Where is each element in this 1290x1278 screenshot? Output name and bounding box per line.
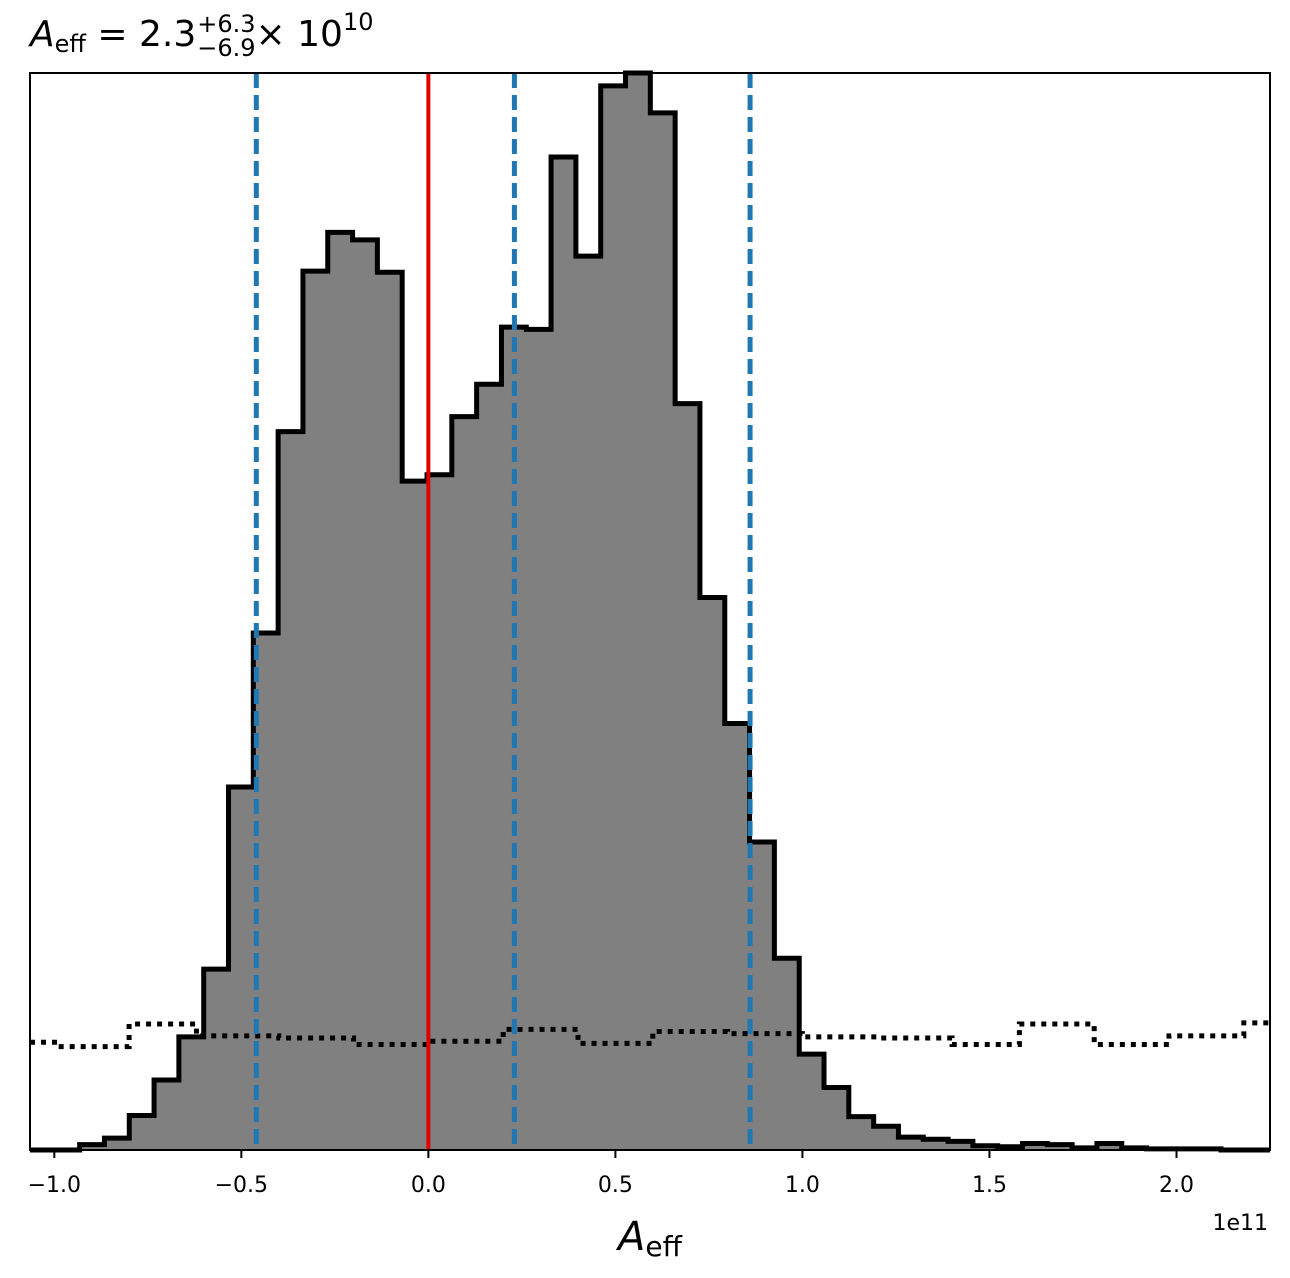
chart-title: Aeff = 2.3 +6.3 −6.9 × 1010 xyxy=(30,8,374,60)
histogram-bar xyxy=(129,1115,155,1150)
histogram-bar xyxy=(526,329,552,1150)
title-times: × 10 xyxy=(255,14,343,55)
title-symbol-sub: eff xyxy=(54,30,86,58)
histogram-bar xyxy=(848,1116,875,1150)
histogram-bar xyxy=(203,969,230,1150)
histogram-bar xyxy=(724,723,751,1150)
x-tick-label: 1.5 xyxy=(972,1173,1007,1198)
histogram-bar xyxy=(675,403,701,1150)
histogram-bar xyxy=(873,1126,899,1150)
histogram-bar xyxy=(228,787,254,1150)
x-axis-label-symbol: A xyxy=(615,1214,645,1260)
histogram-bar xyxy=(402,481,428,1151)
histogram-bar xyxy=(302,271,329,1151)
histogram-bar xyxy=(352,239,378,1150)
histogram-bar xyxy=(799,1054,825,1150)
title-value: = 2.3 xyxy=(97,14,197,55)
histogram-bar xyxy=(154,1079,180,1150)
histogram-bar xyxy=(327,232,354,1150)
x-axis-label: Aeff xyxy=(615,1214,683,1263)
histogram-bar xyxy=(451,416,478,1150)
x-tick-label: 0.5 xyxy=(598,1173,633,1198)
x-tick-label: −0.5 xyxy=(215,1173,268,1198)
histogram-bar xyxy=(625,73,651,1150)
histogram-bar xyxy=(1096,1143,1123,1150)
histogram-bar xyxy=(923,1139,949,1150)
prior-outline xyxy=(30,1020,1270,1050)
histogram-bar xyxy=(749,841,775,1150)
x-tick-label: −1.0 xyxy=(28,1173,81,1198)
title-lower-error: −6.9 xyxy=(197,34,256,62)
histogram-bar xyxy=(650,112,676,1150)
histogram-bar xyxy=(600,85,626,1151)
histogram-bar xyxy=(699,597,726,1150)
histogram-bar xyxy=(278,431,304,1150)
histogram-bar xyxy=(476,384,502,1150)
histogram-bar xyxy=(427,474,453,1150)
plot-frame xyxy=(29,72,1271,1151)
histogram-bar xyxy=(377,272,403,1150)
title-symbol: A xyxy=(30,14,55,55)
histogram-bar xyxy=(898,1137,924,1150)
histogram-bar xyxy=(948,1141,974,1150)
histogram-bar xyxy=(575,256,602,1151)
histogram-bar xyxy=(774,958,800,1150)
histogram-bar xyxy=(178,1036,205,1150)
histogram-bar xyxy=(79,1144,105,1150)
histogram-bar xyxy=(1047,1144,1073,1150)
x-tick-label: 2.0 xyxy=(1159,1173,1194,1198)
title-exponent: 10 xyxy=(342,8,374,36)
x-tick-label: 1.0 xyxy=(785,1173,820,1198)
x-axis-label-sub: eff xyxy=(645,1230,682,1263)
title-upper-error: +6.3 xyxy=(197,10,256,38)
x-offset-label: 1e11 xyxy=(1212,1211,1268,1236)
histogram-bar xyxy=(551,157,577,1151)
histogram-bar xyxy=(824,1087,850,1150)
histogram-bar xyxy=(104,1138,130,1150)
x-tick-label: 0.0 xyxy=(411,1173,446,1198)
histogram-bar xyxy=(1022,1143,1048,1150)
